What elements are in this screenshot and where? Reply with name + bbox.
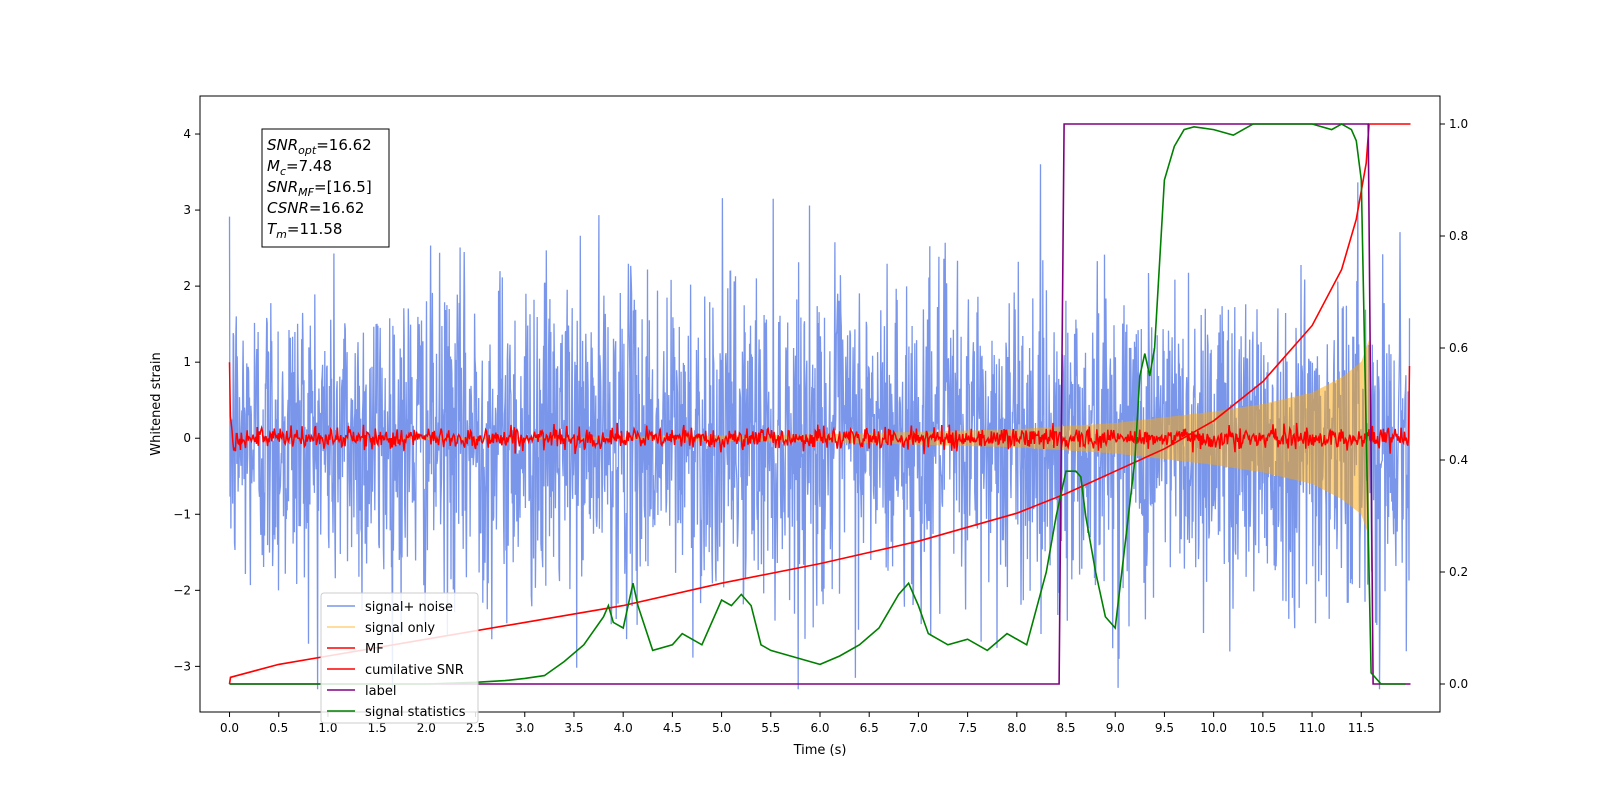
x-tick-label: 9.0 (1106, 721, 1125, 735)
legend-label: signal only (365, 621, 435, 636)
y-right-tick-label: 0.0 (1449, 677, 1468, 691)
annotation-line: SNRopt=16.62 (267, 136, 372, 157)
x-tick-label: 8.0 (1007, 721, 1026, 735)
legend-label: label (365, 684, 396, 699)
x-tick-label: 4.0 (614, 721, 633, 735)
x-tick-label: 3.0 (515, 721, 534, 735)
annotation-line: SNRMF=[16.5] (267, 178, 372, 199)
x-tick-label: 10.5 (1249, 721, 1276, 735)
x-tick-label: 7.5 (958, 721, 977, 735)
annotation-line: CSNR=16.62 (267, 199, 364, 217)
y-left-tick-label: 0 (183, 431, 191, 445)
x-tick-label: 2.5 (466, 721, 485, 735)
y-right-tick-label: 0.8 (1449, 229, 1468, 243)
x-tick-label: 8.5 (1056, 721, 1075, 735)
x-tick-label: 5.0 (712, 721, 731, 735)
x-tick-label: 4.5 (663, 721, 682, 735)
x-tick-label: 10.0 (1200, 721, 1227, 735)
legend-label: signal+ noise (365, 600, 453, 615)
legend-label: MF (365, 642, 384, 657)
y-right-tick-label: 1.0 (1449, 117, 1468, 131)
x-tick-label: 5.5 (761, 721, 780, 735)
stats-annotation: SNRopt=16.62Mc=7.48SNRMF=[16.5]CSNR=16.6… (261, 128, 390, 248)
y-left-tick-label: 3 (183, 203, 191, 217)
legend-label: cumilative SNR (365, 663, 464, 678)
legend: signal+ noise signal only MF cumilative SNR… (320, 592, 479, 724)
x-tick-label: 11.5 (1348, 721, 1375, 735)
series-label-line (229, 123, 1411, 685)
x-axis: 0.0 0.5 1.0 1.5 2.0 2.5 3.0 3.5 4.0 4.5 5.0 5.5 6.0 6… (220, 712, 1375, 735)
x-tick-label: 0.5 (269, 721, 288, 735)
x-tick-label: 7.0 (909, 721, 928, 735)
x-tick-label: 6.0 (810, 721, 829, 735)
series-signal-noise-line (228, 164, 1411, 690)
y-axis-left: −3 −2 −1 0 1 2 3 4 (173, 127, 200, 673)
y-left-tick-label: −2 (173, 583, 191, 597)
y-left-tick-label: −1 (173, 507, 191, 521)
x-axis-label: Time (s) (793, 743, 847, 758)
series-signal-statistics-line (229, 123, 1406, 685)
y-right-tick-label: 0.4 (1449, 453, 1468, 467)
series-mf-line (228, 362, 1411, 455)
y-axis-label: Whitened strain (149, 352, 164, 455)
x-tick-label: 11.0 (1299, 721, 1326, 735)
annotation-line: Mc=7.48 (267, 157, 332, 178)
x-tick-label: 6.5 (860, 721, 879, 735)
y-axis-right: 0.0 0.2 0.4 0.6 0.8 1.0 (1440, 117, 1468, 691)
x-tick-label: 0.0 (220, 721, 239, 735)
legend-label: signal statistics (365, 705, 466, 720)
x-tick-label: 2.0 (417, 721, 436, 735)
annotation-line: Tm=11.58 (267, 220, 342, 241)
x-tick-label: 1.0 (318, 721, 337, 735)
y-right-tick-label: 0.2 (1449, 565, 1468, 579)
x-tick-label: 9.5 (1155, 721, 1174, 735)
y-left-tick-label: 4 (183, 127, 191, 141)
legend-box (320, 592, 479, 724)
annotation-box (261, 128, 390, 248)
x-tick-label: 3.5 (564, 721, 583, 735)
y-right-tick-label: 0.6 (1449, 341, 1468, 355)
x-tick-label: 1.5 (368, 721, 387, 735)
y-left-tick-label: −3 (173, 659, 191, 673)
y-left-tick-label: 2 (183, 279, 191, 293)
y-left-tick-label: 1 (183, 355, 191, 369)
